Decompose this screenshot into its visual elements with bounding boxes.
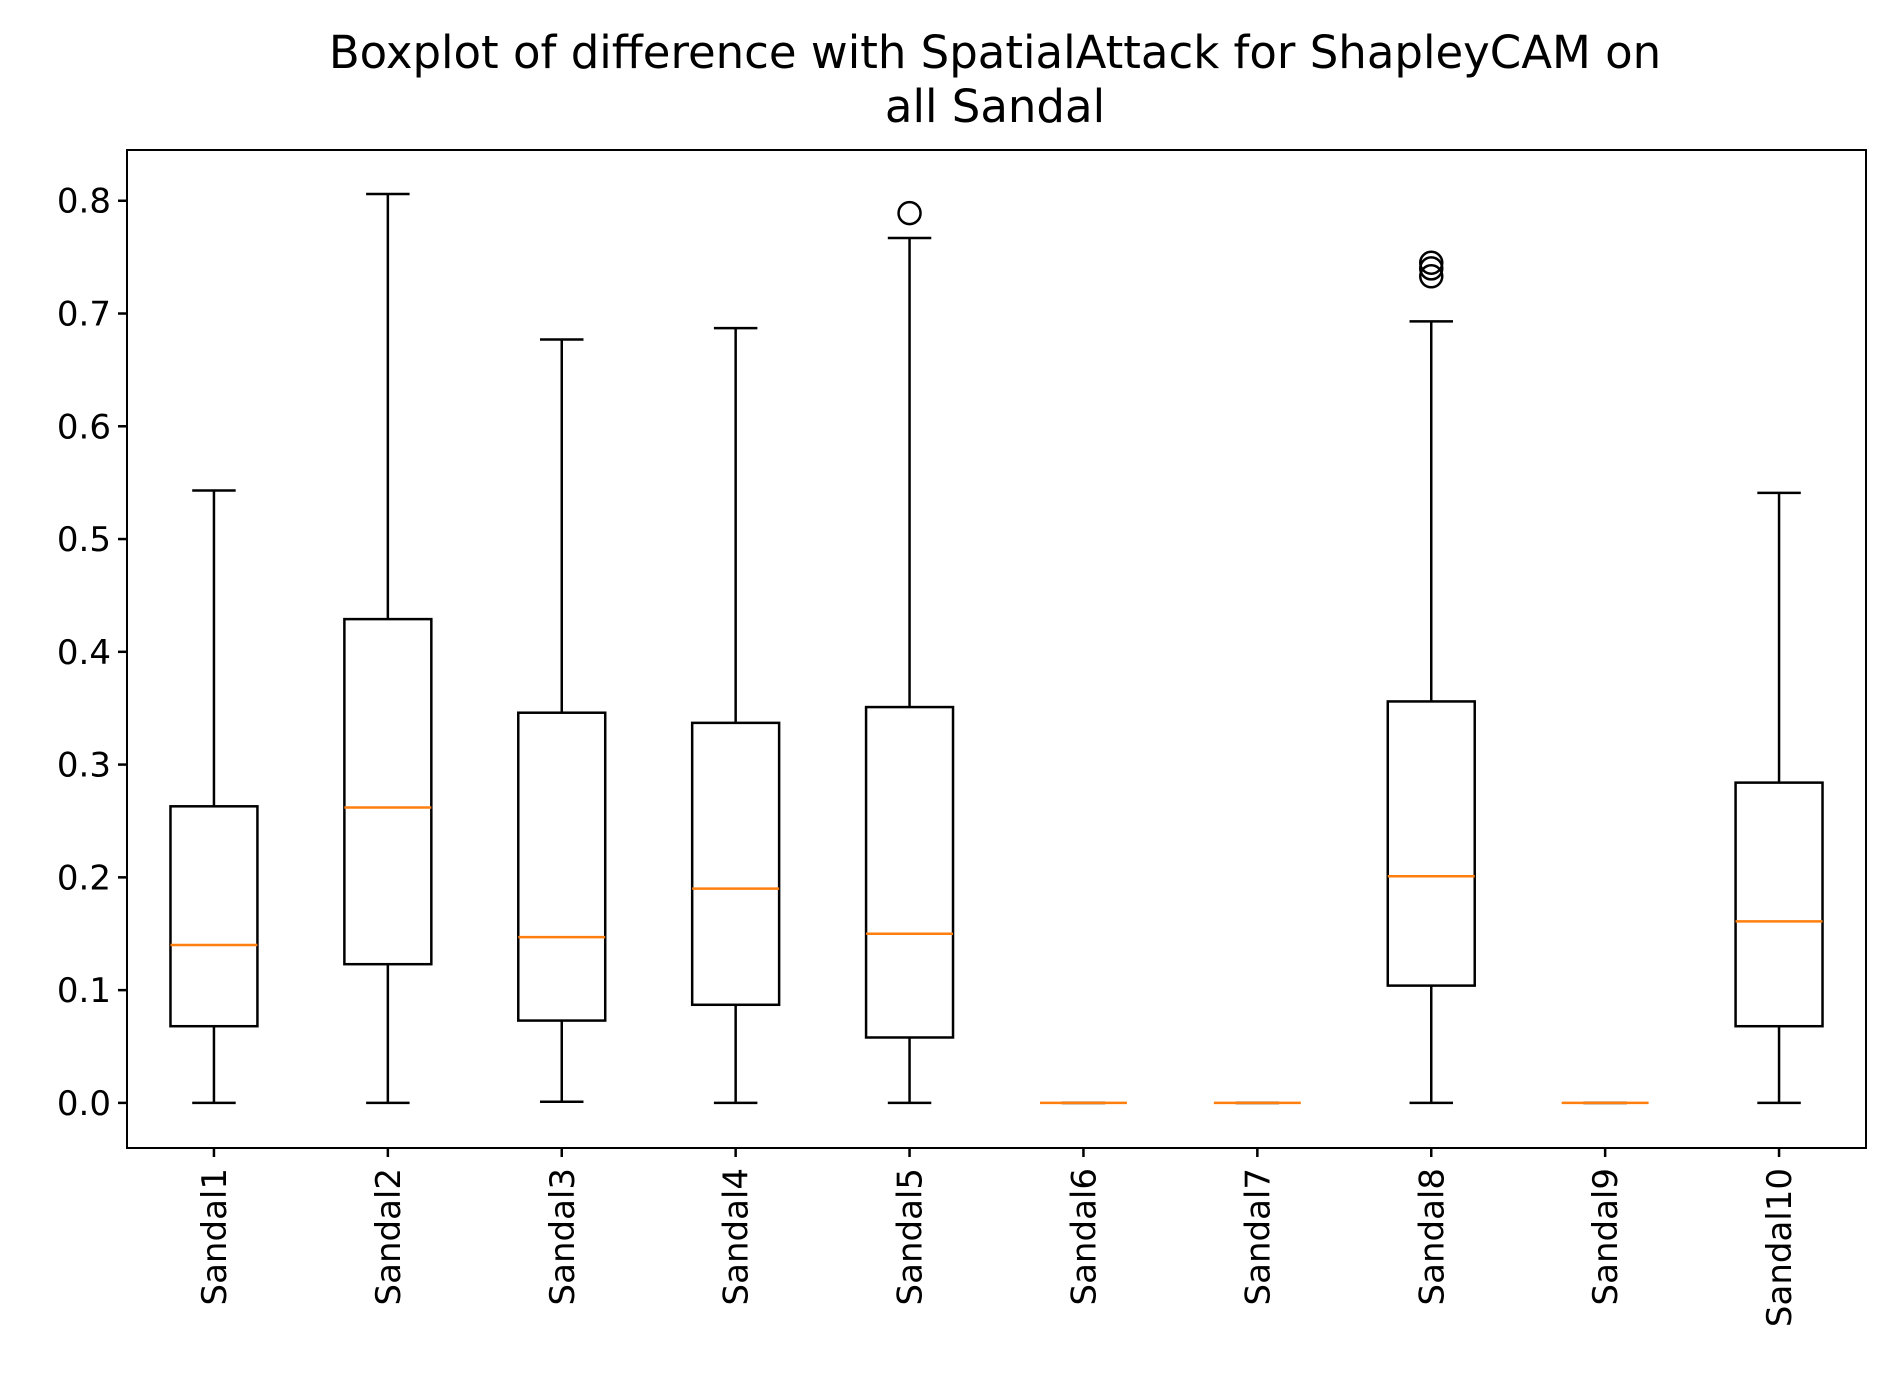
y-tick-label: 0.1	[57, 971, 111, 1011]
sandal4-box	[690, 721, 781, 1007]
x-tick-label-sandal6: Sandal6	[1064, 1168, 1104, 1305]
x-tick-label-sandal10: Sandal10	[1760, 1168, 1800, 1327]
x-tick-label-sandal4: Sandal4	[717, 1168, 757, 1305]
sandal3-box	[517, 711, 607, 1022]
x-tick-label-sandal2: Sandal2	[369, 1168, 409, 1305]
x-tick-label-sandal9: Sandal9	[1586, 1168, 1626, 1305]
sandal2-box	[343, 617, 433, 966]
sandal5-box	[864, 705, 955, 1039]
axes-frame	[126, 149, 1867, 1149]
plot-area: 0.0 0.1 0.2 0.3 0.4 0.5 0.6 0.7 0.8 Sandal1 Sandal…	[57, 182, 1824, 1327]
y-tick-label: 0.7	[57, 295, 111, 335]
sandal5-outlier	[897, 200, 922, 226]
x-tick-label-sandal5: Sandal5	[891, 1168, 931, 1305]
sandal1-box	[169, 805, 259, 1028]
chart-title-line-1: Boxplot of difference with SpatialAttack…	[329, 26, 1661, 79]
x-tick-label-sandal1: Sandal1	[195, 1168, 235, 1305]
sandal10-box	[1734, 781, 1824, 1028]
sandal8-outlier	[1419, 264, 1444, 289]
y-tick-label: 0.6	[57, 407, 111, 447]
sandal8-outlier	[1419, 256, 1444, 281]
y-tick-label: 0.8	[57, 182, 111, 222]
x-tick-label-sandal7: Sandal7	[1238, 1168, 1278, 1305]
sandal8-box	[1386, 700, 1476, 987]
y-tick-label: 0.3	[57, 746, 111, 786]
y-tick-label: 0.4	[57, 633, 111, 673]
sandal8-outlier	[1419, 250, 1444, 276]
y-tick-label: 0.2	[57, 858, 111, 898]
chart-title-line-2: all Sandal	[885, 80, 1105, 133]
x-tick-label-sandal3: Sandal3	[543, 1168, 583, 1305]
y-tick-label: 0.0	[57, 1084, 111, 1124]
y-tick-label: 0.5	[57, 520, 111, 560]
x-tick-label-sandal8: Sandal8	[1412, 1168, 1452, 1305]
